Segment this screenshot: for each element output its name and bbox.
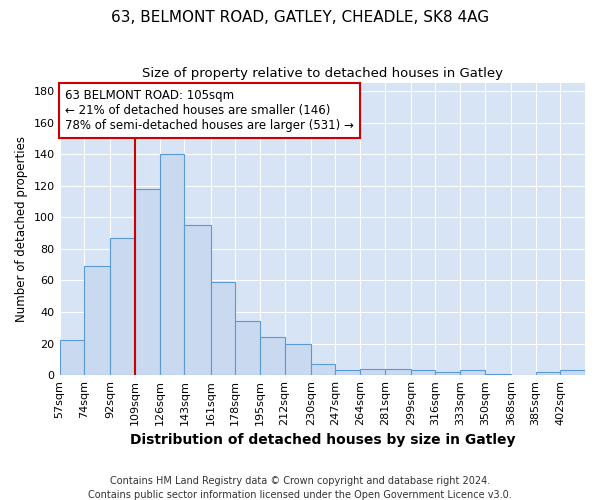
Text: Contains HM Land Registry data © Crown copyright and database right 2024.
Contai: Contains HM Land Registry data © Crown c…	[88, 476, 512, 500]
Bar	[436, 372, 460, 375]
Bar	[110, 238, 135, 375]
X-axis label: Distribution of detached houses by size in Gatley: Distribution of detached houses by size …	[130, 434, 515, 448]
Bar	[411, 370, 436, 375]
Title: Size of property relative to detached houses in Gatley: Size of property relative to detached ho…	[142, 68, 503, 80]
Bar	[260, 338, 284, 375]
Bar	[235, 322, 260, 375]
Y-axis label: Number of detached properties: Number of detached properties	[15, 136, 28, 322]
Bar	[59, 340, 84, 375]
Bar	[211, 282, 235, 375]
Bar	[311, 364, 335, 375]
Bar	[485, 374, 511, 375]
Text: 63 BELMONT ROAD: 105sqm
← 21% of detached houses are smaller (146)
78% of semi-d: 63 BELMONT ROAD: 105sqm ← 21% of detache…	[65, 90, 354, 132]
Bar	[160, 154, 184, 375]
Bar	[385, 369, 411, 375]
Bar	[184, 225, 211, 375]
Bar	[360, 369, 385, 375]
Text: 63, BELMONT ROAD, GATLEY, CHEADLE, SK8 4AG: 63, BELMONT ROAD, GATLEY, CHEADLE, SK8 4…	[111, 10, 489, 25]
Bar	[536, 372, 560, 375]
Bar	[460, 370, 485, 375]
Bar	[335, 370, 360, 375]
Bar	[84, 266, 110, 375]
Bar	[284, 344, 311, 375]
Bar	[560, 370, 585, 375]
Bar	[135, 189, 160, 375]
